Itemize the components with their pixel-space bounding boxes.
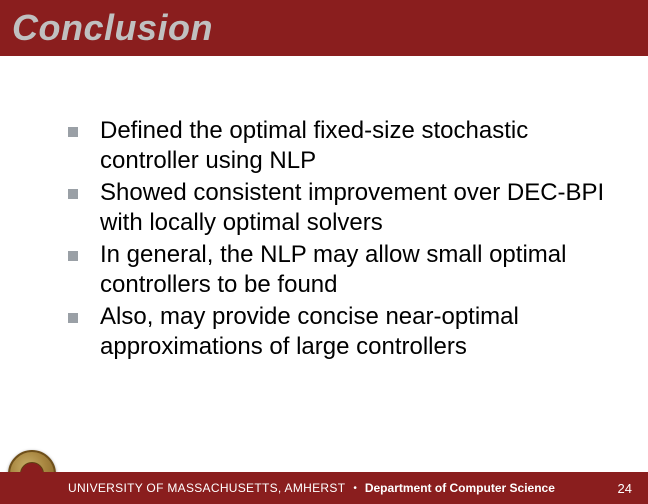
bullet-text: Also, may provide concise near-optimal a…: [100, 302, 618, 362]
square-bullet-icon: [68, 313, 78, 323]
footer-text: MHERST: [293, 481, 345, 495]
footer-text: U: [68, 481, 77, 495]
footer-text: NIVERSITY OF: [77, 481, 167, 495]
list-item: In general, the NLP may allow small opti…: [68, 240, 618, 300]
slide-title: Conclusion: [12, 7, 213, 49]
footer-text: A: [285, 481, 293, 495]
title-bar: Conclusion: [0, 0, 648, 56]
bullet-text: Defined the optimal fixed-size stochasti…: [100, 116, 618, 176]
square-bullet-icon: [68, 189, 78, 199]
list-item: Also, may provide concise near-optimal a…: [68, 302, 618, 362]
footer-text: ASSACHUSETTS,: [178, 481, 285, 495]
footer-university: UNIVERSITY OF MASSACHUSETTS, AMHERST: [68, 481, 345, 495]
footer-text: M: [167, 481, 177, 495]
square-bullet-icon: [68, 251, 78, 261]
footer-department: Department of Computer Science: [365, 481, 555, 495]
bullet-text: Showed consistent improvement over DEC-B…: [100, 178, 618, 238]
bullet-text: In general, the NLP may allow small opti…: [100, 240, 618, 300]
list-item: Defined the optimal fixed-size stochasti…: [68, 116, 618, 176]
page-number: 24: [618, 481, 632, 496]
list-item: Showed consistent improvement over DEC-B…: [68, 178, 618, 238]
footer-bar: UNIVERSITY OF MASSACHUSETTS, AMHERST • D…: [0, 472, 648, 504]
separator-icon: •: [345, 483, 365, 494]
square-bullet-icon: [68, 127, 78, 137]
content-area: Defined the optimal fixed-size stochasti…: [0, 56, 648, 362]
